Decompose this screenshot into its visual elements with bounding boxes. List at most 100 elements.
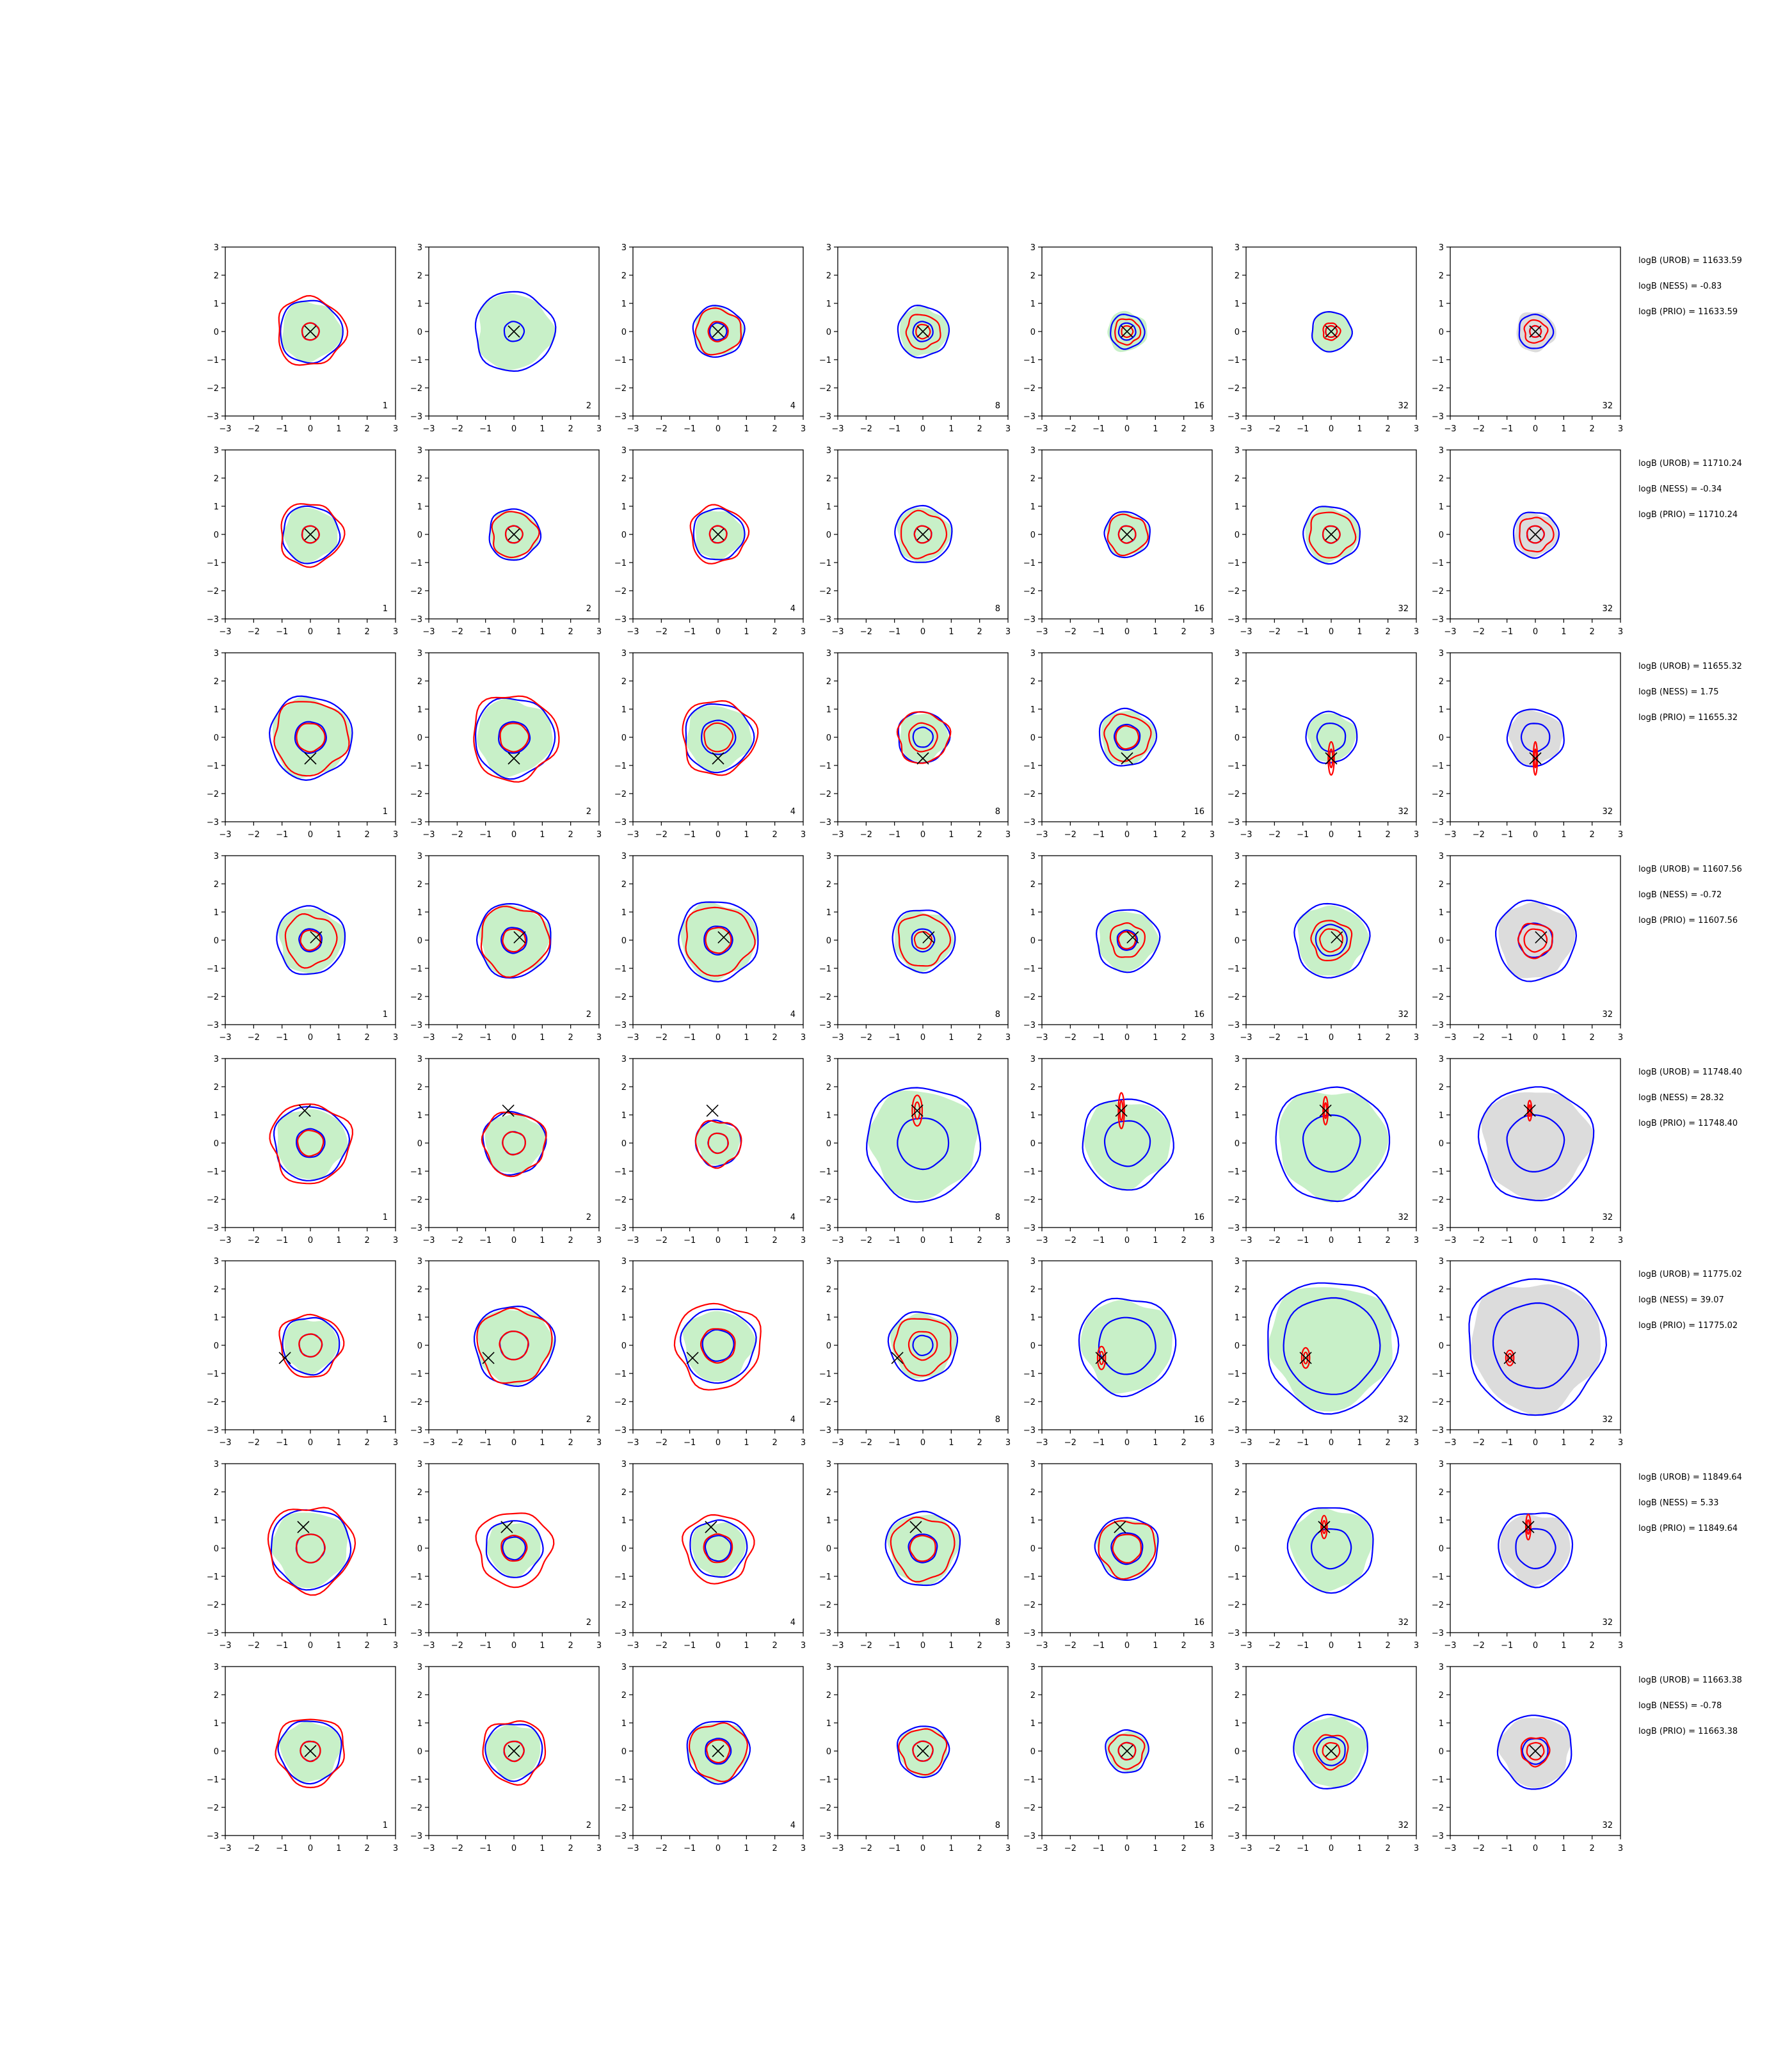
row-stat-label: logB (NESS) = -0.83 (1638, 282, 1722, 291)
y-tick-label: −2 (1432, 587, 1444, 596)
y-tick-label: 2 (826, 1285, 831, 1295)
x-tick-label: 1 (1153, 1033, 1158, 1043)
y-tick-label: 0 (621, 328, 627, 337)
y-tick-label: −1 (1023, 559, 1036, 568)
red-contour-inner (499, 1331, 529, 1361)
y-tick-label: 0 (214, 328, 219, 337)
subplot-r1-c3: −3−3 −2 −2 −1 −1 0 0 1 1 2 2 3 3 4 (614, 243, 806, 434)
y-tick-label: 1 (417, 300, 422, 309)
y-tick-label: −1 (207, 1572, 219, 1582)
y-tick-label: 2 (826, 271, 831, 281)
y-tick-label: 2 (1235, 474, 1240, 484)
x-tick-label: 1 (744, 1438, 749, 1448)
true-value-marker (1529, 1745, 1542, 1757)
x-tick-label: 2 (1590, 1641, 1595, 1651)
red-contour-inner (1112, 1533, 1142, 1564)
row-stat-label: logB (UROB) = 11748.40 (1638, 1068, 1742, 1077)
red-contour-outer (1108, 1734, 1146, 1770)
blue-contour-outer (1098, 707, 1158, 767)
y-tick-label: 3 (1030, 852, 1036, 861)
y-tick-label: −2 (1228, 1804, 1240, 1813)
subplot-corner-label: 32 (1602, 401, 1613, 411)
x-tick-label: −1 (276, 1236, 288, 1245)
density-core (899, 1119, 948, 1169)
y-tick-label: 1 (621, 300, 627, 309)
y-tick-label: −2 (207, 1196, 219, 1205)
subplot-corner-label: 8 (995, 1010, 1000, 1020)
blue-contour-outer (894, 504, 953, 563)
y-tick-label: 3 (1030, 243, 1036, 253)
x-tick-label: −2 (655, 1438, 668, 1448)
blue-contour-outer (692, 508, 746, 561)
red-contour-outer (1322, 1096, 1329, 1126)
x-tick-label: −2 (451, 1844, 463, 1853)
x-tick-label: 0 (308, 1438, 313, 1448)
red-contour-inner (1526, 1741, 1545, 1761)
y-tick-label: −2 (819, 587, 831, 596)
blue-contour-inner (911, 928, 936, 953)
y-tick-label: −3 (1023, 412, 1036, 422)
x-tick-label: 3 (801, 1236, 806, 1245)
y-tick-label: 0 (1235, 1747, 1240, 1757)
row-stat-label: logB (NESS) = 39.07 (1638, 1295, 1724, 1305)
x-tick-label: 1 (744, 1844, 749, 1853)
y-tick-label: 1 (621, 502, 627, 512)
y-tick-label: −2 (207, 1804, 219, 1813)
y-tick-label: 1 (1030, 1313, 1036, 1323)
subplot-corner-label: 32 (1602, 1213, 1613, 1222)
y-tick-label: 0 (826, 1747, 831, 1757)
x-tick-label: −3 (1444, 1641, 1456, 1651)
x-tick-label: −1 (888, 1438, 900, 1448)
y-tick-label: 0 (1030, 936, 1036, 946)
y-tick-label: 1 (826, 908, 831, 918)
y-tick-label: 2 (1235, 1488, 1240, 1498)
blue-contour-inner (298, 928, 323, 953)
y-tick-label: 2 (214, 1083, 219, 1092)
red-contour-outer (284, 913, 338, 969)
y-tick-label: 2 (621, 474, 627, 484)
x-tick-label: 3 (393, 1438, 398, 1448)
red-contour-inner (300, 929, 321, 951)
y-tick-label: 0 (214, 936, 219, 946)
x-tick-label: −3 (831, 1641, 844, 1651)
blue-contour-outer (1286, 1507, 1374, 1594)
x-tick-label: 2 (568, 1641, 573, 1651)
subplot-corner-label: 4 (790, 1213, 796, 1222)
x-tick-label: −3 (219, 627, 231, 637)
true-value-marker (911, 1104, 924, 1117)
x-tick-label: 0 (1124, 424, 1130, 434)
x-tick-label: 3 (1414, 424, 1419, 434)
x-tick-label: −2 (655, 424, 668, 434)
x-tick-label: −1 (1297, 1438, 1309, 1448)
y-tick-label: 3 (1439, 1257, 1444, 1267)
x-tick-label: −1 (888, 830, 900, 840)
y-tick-label: −3 (614, 412, 627, 422)
red-contour-outer (476, 1308, 553, 1384)
blue-contour-inner (703, 925, 733, 956)
density-core (293, 1532, 328, 1567)
row-stat-label: logB (PRIO) = 11775.02 (1638, 1321, 1738, 1331)
x-tick-label: 3 (596, 424, 602, 434)
x-tick-label: −1 (1092, 424, 1105, 434)
y-tick-label: −1 (1023, 1572, 1036, 1582)
true-value-marker (1318, 1521, 1331, 1533)
y-tick-label: 3 (1439, 1055, 1444, 1064)
x-tick-label: −3 (1444, 1844, 1456, 1853)
y-tick-label: −2 (614, 587, 627, 596)
red-contour-outer (1117, 1092, 1125, 1130)
x-tick-label: −3 (1036, 1033, 1048, 1043)
red-contour-outer (685, 906, 756, 977)
x-tick-label: 3 (1618, 1641, 1623, 1651)
subplot-corner-label: 16 (1194, 604, 1204, 614)
red-contour-inner (708, 525, 728, 544)
density-core (1113, 1535, 1140, 1562)
x-tick-label: −1 (888, 1236, 900, 1245)
x-tick-label: 1 (1153, 1236, 1158, 1245)
y-tick-label: −1 (1432, 356, 1444, 365)
y-tick-label: 0 (1030, 328, 1036, 337)
x-tick-label: 2 (365, 627, 370, 637)
red-contour-inner (1117, 931, 1137, 950)
y-tick-label: −1 (207, 559, 219, 568)
y-tick-label: −1 (410, 356, 422, 365)
x-tick-label: −2 (451, 1033, 463, 1043)
